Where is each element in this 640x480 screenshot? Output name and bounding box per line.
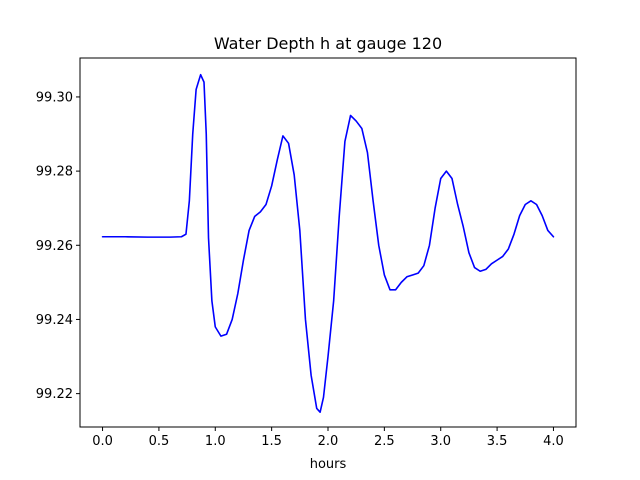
y-tick-label: 99.26 (36, 239, 73, 254)
y-tick-label: 99.28 (36, 165, 73, 180)
x-tick-label: 1.5 (261, 434, 282, 449)
x-tick-label: 2.0 (318, 434, 339, 449)
x-tick-label: 4.0 (543, 434, 564, 449)
x-tick-label: 2.5 (374, 434, 395, 449)
series-line-0 (101, 73, 555, 413)
x-tick-label: 0.5 (149, 434, 170, 449)
x-tick-label: 0.0 (92, 434, 113, 449)
plot-area: 0.0 0.5 1.0 1.5 2.0 2.5 3.0 3.5 4.0 99.22 99.24 99.… (36, 57, 577, 449)
y-tick-label: 99.30 (36, 90, 73, 105)
x-tick-label: 3.0 (430, 434, 451, 449)
y-tick-label: 99.24 (36, 313, 73, 328)
y-tick-label: 99.22 (36, 387, 73, 402)
x-tick-label: 1.0 (205, 434, 226, 449)
chart-title: Water Depth h at gauge 120 (214, 34, 442, 53)
x-axis-label: hours (310, 457, 347, 472)
x-tick-label: 3.5 (487, 434, 508, 449)
